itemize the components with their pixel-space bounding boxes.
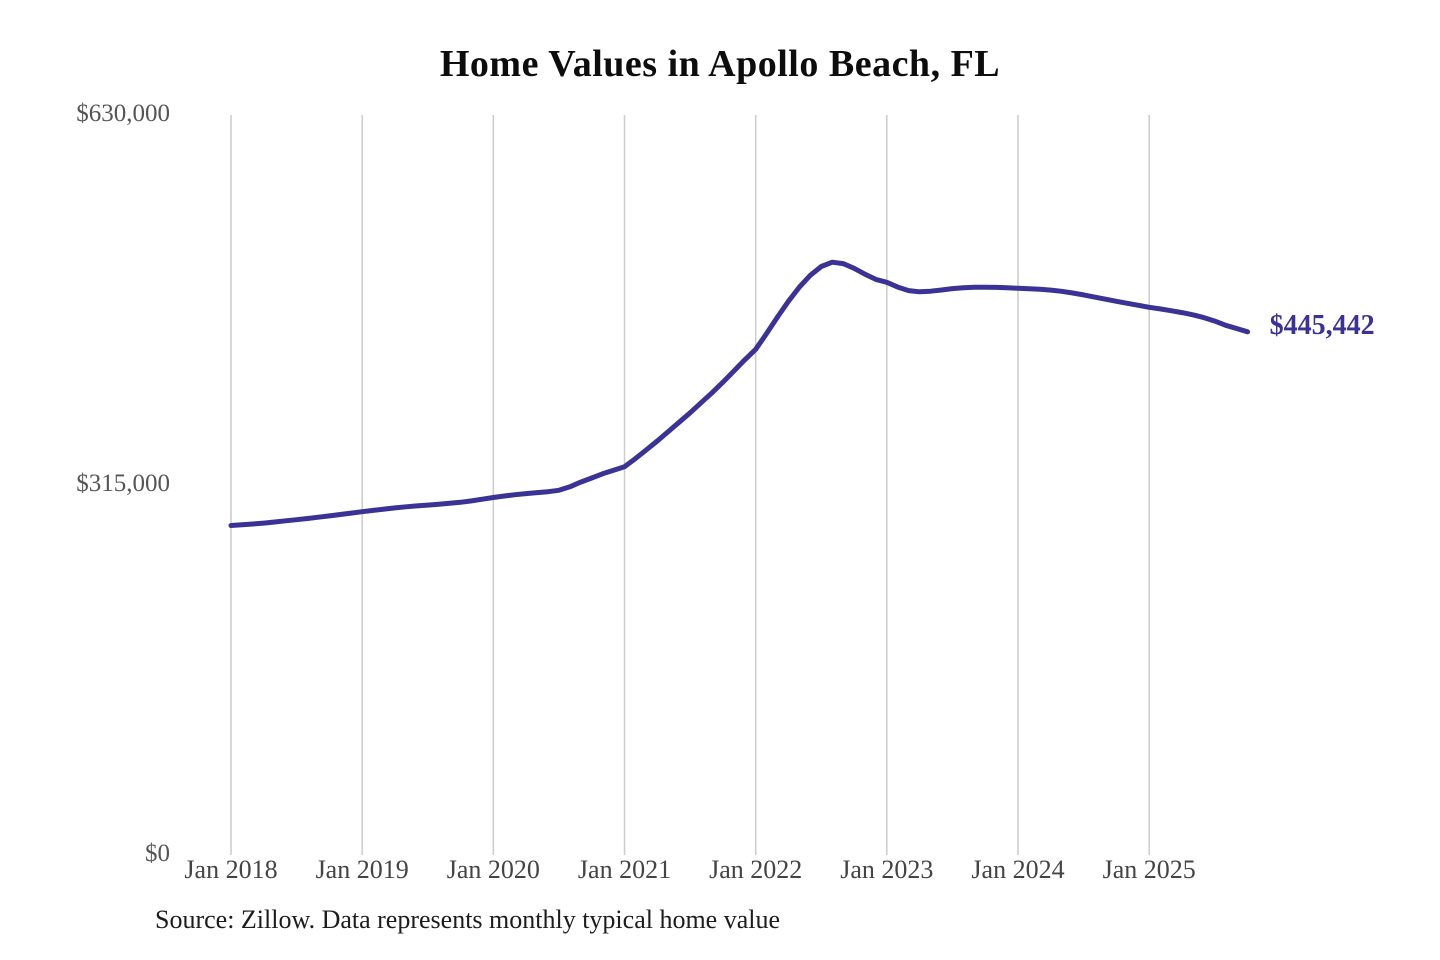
y-tick-label: $0 — [145, 840, 170, 867]
x-tick-label: Jan 2020 — [446, 855, 540, 884]
chart-title: Home Values in Apollo Beach, FL — [439, 43, 1001, 85]
x-tick-label: Jan 2023 — [840, 855, 934, 884]
y-tick-label: $630,000 — [76, 100, 170, 127]
x-tick-label: Jan 2021 — [577, 855, 672, 884]
x-tick-label: Jan 2022 — [709, 855, 803, 884]
home-value-line — [228, 259, 1251, 528]
x-tick-label: Jan 2024 — [971, 855, 1065, 884]
x-tick-label: Jan 2018 — [184, 855, 278, 884]
x-tick-label: Jan 2019 — [315, 855, 409, 884]
x-tick-label: Jan 2025 — [1102, 855, 1196, 884]
source-note: Source: Zillow. Data represents monthly … — [155, 905, 781, 934]
y-tick-label: $315,000 — [76, 470, 170, 497]
latest-value-label: $445,442 — [1269, 309, 1375, 341]
